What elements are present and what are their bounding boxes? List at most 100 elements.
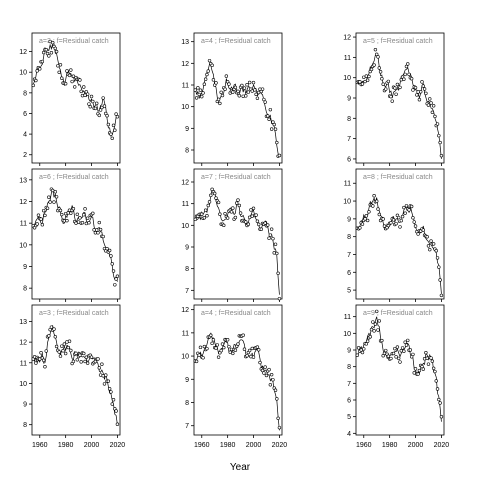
- data-point: [431, 242, 436, 246]
- panel-8: a=4 ; f=Residual catch 7 8 9 10 11 12 1960 1980 2…: [181, 304, 287, 449]
- data-point: [69, 348, 73, 353]
- y-tick-label: 6: [347, 270, 351, 277]
- y-tick-label: 9: [347, 348, 351, 355]
- data-point: [399, 218, 403, 223]
- data-point: [384, 348, 388, 353]
- data-point: [222, 345, 226, 350]
- data-point: [80, 221, 85, 225]
- data-point: [362, 347, 366, 351]
- data-point: [100, 105, 104, 110]
- panel-title: a=4 ; f=Residual catch: [201, 38, 271, 45]
- y-tick-label: 11: [182, 83, 189, 90]
- data-point: [376, 207, 380, 211]
- y-tick-label: 12: [181, 307, 189, 314]
- data-point: [435, 122, 440, 126]
- data-point: [106, 122, 111, 127]
- data-point: [426, 103, 431, 107]
- data-point: [435, 387, 440, 391]
- panel-title: a=7 ; f=Residual catch: [201, 174, 271, 181]
- panel-title: a=9 ; f=Residual catch: [363, 310, 433, 317]
- data-point: [213, 191, 217, 196]
- data-point: [415, 93, 419, 97]
- data-point: [215, 343, 219, 347]
- y-tick-label: 6: [23, 111, 27, 118]
- data-point: [373, 47, 378, 52]
- data-point: [223, 87, 227, 91]
- data-point: [407, 208, 411, 212]
- data-point: [209, 193, 213, 198]
- data-point: [426, 244, 431, 248]
- data-point: [264, 373, 269, 378]
- data-point: [238, 211, 243, 215]
- data-point: [51, 188, 55, 193]
- data-point: [249, 208, 253, 212]
- data-point: [194, 359, 199, 364]
- data-point: [271, 378, 275, 382]
- data-point: [114, 277, 118, 281]
- data-point: [400, 214, 405, 219]
- data-point: [255, 96, 260, 100]
- data-point: [416, 372, 420, 376]
- data-point: [262, 97, 266, 102]
- data-point: [391, 218, 396, 222]
- data-point: [216, 355, 221, 359]
- data-point: [218, 101, 222, 106]
- data-point: [220, 342, 225, 346]
- data-point: [47, 334, 51, 338]
- x-tick-label: 1960: [356, 442, 372, 449]
- data-point: [376, 55, 380, 59]
- x-tick-label: 2000: [408, 442, 424, 449]
- data-point: [389, 221, 393, 225]
- data-point: [40, 223, 45, 227]
- data-point: [69, 211, 73, 215]
- data-point: [402, 349, 406, 353]
- data-point: [193, 217, 197, 222]
- data-point: [214, 81, 218, 85]
- data-point: [377, 212, 381, 217]
- y-tick-label: 8: [185, 400, 189, 407]
- data-point: [91, 99, 95, 104]
- data-point: [390, 99, 394, 103]
- data-point: [104, 373, 108, 377]
- data-point: [193, 88, 197, 92]
- data-point: [413, 224, 418, 228]
- data-point: [198, 88, 203, 92]
- x-tick-label: 1980: [220, 442, 236, 449]
- data-point: [44, 47, 48, 52]
- data-point: [110, 402, 114, 406]
- data-point: [229, 210, 234, 214]
- data-point: [75, 212, 79, 216]
- data-point: [372, 63, 376, 67]
- x-tick-label: 1960: [32, 442, 48, 449]
- data-point: [210, 341, 214, 346]
- data-point: [439, 293, 444, 298]
- data-point: [358, 226, 362, 230]
- data-point: [201, 91, 205, 95]
- data-point: [79, 89, 83, 94]
- data-point: [406, 338, 410, 343]
- data-point: [109, 390, 113, 394]
- data-point: [237, 94, 241, 98]
- data-point: [54, 195, 59, 199]
- data-point: [424, 91, 428, 96]
- data-point: [406, 62, 410, 66]
- data-point: [203, 208, 208, 212]
- data-point: [205, 346, 209, 351]
- data-point: [262, 371, 266, 375]
- data-point: [391, 351, 396, 356]
- data-point: [113, 283, 117, 287]
- data-point: [263, 365, 267, 369]
- data-point: [231, 90, 235, 94]
- data-point: [52, 200, 56, 204]
- data-point: [384, 87, 388, 91]
- data-point: [214, 346, 218, 350]
- data-point: [206, 69, 210, 73]
- data-point: [273, 127, 278, 131]
- data-point: [107, 387, 112, 391]
- data-point: [272, 122, 276, 127]
- data-point: [360, 222, 365, 226]
- data-point: [398, 360, 402, 364]
- data-point: [87, 220, 91, 225]
- data-point: [69, 68, 73, 72]
- x-tick-label: 2000: [246, 442, 262, 449]
